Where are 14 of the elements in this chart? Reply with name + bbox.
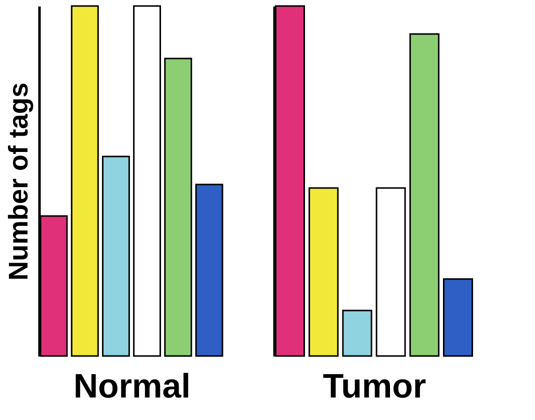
- bar: [133, 5, 162, 357]
- x-axis-title: Tumor: [322, 368, 426, 406]
- bar: [70, 5, 99, 357]
- bar: [195, 184, 224, 357]
- bar: [274, 5, 305, 357]
- y-axis-title: Number of tags: [4, 82, 34, 281]
- bar: [164, 58, 192, 357]
- bar: [342, 310, 372, 357]
- bar: [409, 33, 440, 357]
- bar: [443, 278, 474, 357]
- bar: [102, 156, 130, 357]
- x-axis-title: Normal: [73, 368, 191, 406]
- bar: [308, 187, 339, 357]
- bar: [376, 187, 406, 357]
